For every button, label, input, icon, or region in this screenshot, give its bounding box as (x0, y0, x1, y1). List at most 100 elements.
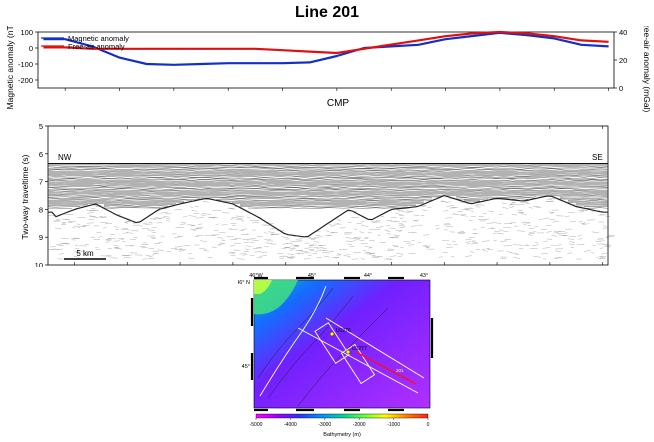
basement-noise (515, 253, 520, 256)
figure-title: Line 201 (294, 4, 360, 21)
basement-noise (598, 238, 604, 240)
sediment-reflector (47, 187, 609, 189)
basement-noise (549, 198, 556, 200)
sediment-reflector (47, 202, 177, 205)
basement-noise (486, 222, 494, 224)
basement-noise (367, 231, 372, 234)
left-tick-label: 100 (20, 28, 33, 37)
sediment-reflector (231, 202, 425, 205)
basement-noise (397, 209, 401, 211)
sediment-reflector (575, 205, 609, 207)
basement-noise (256, 256, 262, 259)
basement-noise (353, 252, 361, 254)
basement-noise (598, 255, 603, 257)
basement-noise (56, 243, 62, 246)
basement-noise (534, 241, 539, 244)
basement-noise (389, 255, 397, 257)
basement-noise (237, 217, 244, 220)
basement-noise (276, 253, 284, 255)
basement-noise (145, 255, 151, 257)
basement-noise (83, 254, 89, 256)
basement-noise (384, 229, 388, 232)
basement-noise (499, 229, 504, 231)
basement-noise (569, 243, 575, 245)
basement-noise (483, 250, 488, 252)
basement-noise (493, 239, 497, 241)
basement-noise (202, 250, 209, 252)
twt-axis: 5 6 7 8 9 10 (35, 122, 48, 267)
basement-noise (408, 244, 415, 246)
basement-noise (555, 257, 563, 259)
basement-noise (410, 225, 417, 227)
basement-noise (215, 223, 220, 225)
left-tick-label: -100 (18, 60, 33, 69)
basement-noise (61, 223, 66, 225)
basement-reflector (48, 194, 608, 238)
basement-noise (595, 240, 602, 243)
basement-noise (221, 239, 226, 241)
sediment-reflector (47, 179, 609, 181)
sediment-reflector (47, 172, 609, 175)
sediment-reflector (455, 196, 537, 198)
basement-noise (187, 224, 195, 226)
sediment-reflector (47, 176, 609, 178)
sediment-reflector (47, 181, 609, 184)
sediment-reflector (559, 196, 609, 198)
colorbar-tick-label: -3000 (318, 422, 331, 428)
basement-noise (309, 238, 317, 239)
basement-noise (346, 240, 354, 242)
basement-noise (386, 230, 391, 232)
basement-noise (336, 219, 342, 221)
basement-noise (57, 244, 65, 247)
basement-noise (211, 246, 217, 248)
basement-noise (254, 251, 262, 253)
basement-noise (445, 201, 451, 203)
basement-noise (582, 222, 586, 224)
basement-noise (327, 234, 333, 237)
left-tick-label: -200 (18, 76, 33, 85)
basement-noise (195, 227, 204, 229)
basement-noise (314, 236, 323, 238)
basement-noise (229, 208, 236, 210)
basement-noise (401, 220, 407, 223)
basement-noise (406, 210, 414, 212)
basement-noise (402, 211, 407, 213)
basement-noise (579, 211, 585, 213)
basement-noise (288, 247, 296, 250)
sediment-reflector (575, 203, 609, 205)
basement-noise (287, 256, 295, 258)
basement-noise (481, 240, 490, 242)
basement-noise (174, 248, 183, 250)
basement-noise (322, 252, 330, 254)
basement-noise (546, 225, 552, 227)
basement-noise (178, 249, 186, 251)
basement-noise (510, 252, 518, 254)
basement-noise (398, 214, 405, 216)
basement-noise (550, 212, 554, 214)
basement-noise (122, 229, 130, 231)
sediment-reflector (47, 168, 609, 170)
basement-noise (96, 216, 103, 218)
basement-noise (276, 230, 285, 232)
basement-noise (551, 235, 558, 237)
twt-tick-label: 10 (35, 261, 43, 267)
y-axis-label-left: Magnetic anomaly (nT) (5, 26, 15, 109)
basement-noise (371, 256, 380, 258)
basement-noise (257, 247, 262, 249)
right-tick-label: 40 (619, 28, 627, 37)
basement-noise (438, 256, 443, 258)
basement-noise (287, 253, 294, 256)
sediment-reflector (560, 197, 609, 199)
basement-noise (375, 226, 384, 228)
basement-noise (591, 231, 600, 233)
basement-noise (465, 239, 472, 241)
basement-noise (445, 225, 454, 228)
basement-noise (373, 228, 381, 230)
sediment-reflector (47, 177, 609, 179)
sediment-reflector (47, 191, 609, 194)
basement-noise (265, 221, 271, 223)
basement-noise (555, 244, 562, 246)
basement-noise (188, 257, 195, 259)
basement-noise (540, 253, 548, 255)
